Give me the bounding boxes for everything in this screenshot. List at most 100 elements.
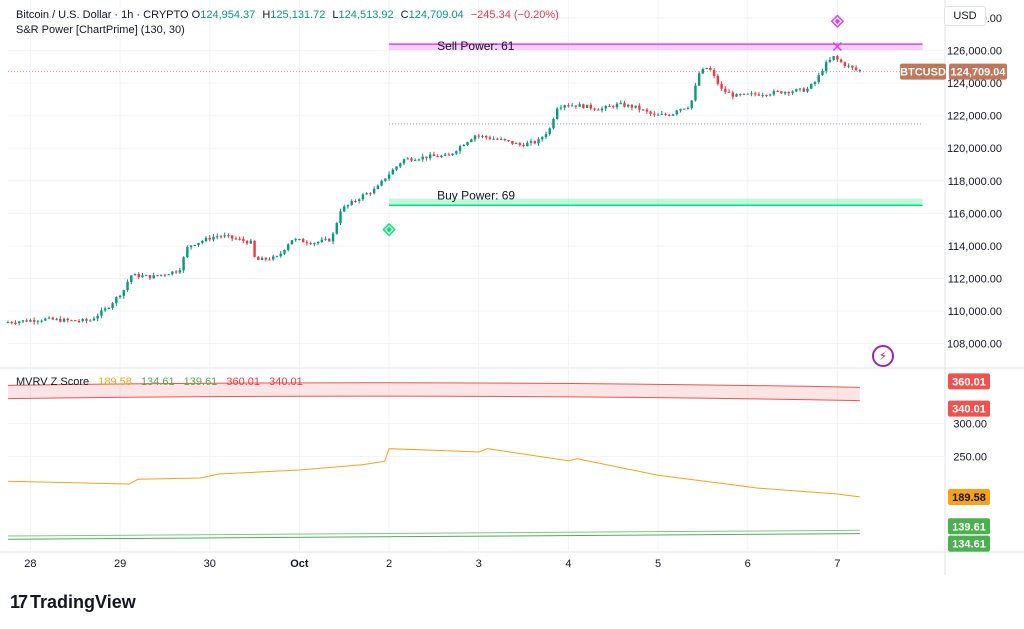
- candle: [806, 86, 809, 93]
- candle: [122, 289, 126, 299]
- signal-markers: [382, 14, 845, 237]
- candle: [264, 257, 267, 262]
- candle: [92, 316, 96, 321]
- candle: [851, 65, 854, 71]
- mvrv-title[interactable]: MVRV Z Score: [16, 376, 90, 388]
- candle: [843, 61, 847, 68]
- svg-text:360.01: 360.01: [952, 376, 986, 388]
- candle: [369, 192, 372, 196]
- candle: [163, 273, 167, 278]
- mvrv-legend[interactable]: MVRV Z Score 189.58 134.61 139.61 360.01…: [16, 376, 303, 388]
- candle: [74, 319, 77, 322]
- candle: [62, 317, 66, 323]
- candle: [395, 166, 398, 172]
- candle: [399, 162, 402, 169]
- open-value: 124,954.37: [200, 9, 256, 21]
- candle: [634, 105, 637, 109]
- candle: [574, 105, 578, 109]
- candle: [783, 91, 787, 96]
- candle: [391, 168, 395, 175]
- candle: [828, 57, 832, 63]
- candle: [709, 66, 712, 71]
- candle: [810, 83, 813, 90]
- candle: [216, 233, 219, 240]
- candle: [85, 317, 88, 324]
- buy-diamond-core: [386, 226, 392, 233]
- candle: [791, 90, 794, 96]
- candle: [656, 112, 660, 116]
- candle: [201, 239, 204, 245]
- svg-text:189.58: 189.58: [952, 492, 986, 504]
- candle: [223, 232, 226, 239]
- candle: [115, 296, 118, 306]
- indicator-legend[interactable]: S&R Power [ChartPrime] (130, 30): [16, 24, 185, 36]
- candle: [219, 234, 223, 239]
- candle: [832, 56, 835, 61]
- price-axis[interactable]: 108,000.00 110,000.00 112,000.00 114,000.00…: [900, 13, 1007, 552]
- candle: [675, 109, 678, 116]
- candle: [470, 138, 473, 143]
- candle: [152, 272, 155, 279]
- lightning-icon[interactable]: ⚡: [872, 345, 894, 367]
- candle: [787, 91, 791, 96]
- indicator-name[interactable]: S&R Power [ChartPrime] (130, 30): [16, 24, 185, 36]
- candle: [25, 318, 28, 323]
- candle: [552, 117, 555, 130]
- svg-text:124,709.04: 124,709.04: [950, 67, 1006, 79]
- candle: [858, 69, 862, 73]
- candle: [432, 151, 436, 157]
- price-tick-label: 112,000.00: [948, 273, 1002, 285]
- svg-text:134.61: 134.61: [952, 539, 986, 551]
- candle: [679, 108, 682, 113]
- candle: [780, 90, 783, 94]
- tradingview-logo[interactable]: 17 TradingView: [10, 592, 136, 613]
- candle: [290, 240, 294, 245]
- candle: [421, 153, 424, 162]
- candle: [100, 307, 103, 319]
- symbol-name[interactable]: Bitcoin / U.S. Dollar · 1h · CRYPTO: [16, 9, 189, 21]
- candle: [328, 238, 331, 242]
- time-tick-label: 6: [745, 558, 751, 570]
- candle: [522, 142, 525, 148]
- candle: [21, 320, 25, 324]
- mvrv-value-3: 139.61: [183, 376, 218, 388]
- high-label: H: [262, 9, 271, 21]
- candle: [186, 245, 189, 258]
- time-axis[interactable]: 28 29 30 Oct 2 3 4 5 6 7: [24, 558, 840, 570]
- candle: [754, 91, 757, 97]
- mvrv-value-2: 134.61: [140, 376, 175, 388]
- candle: [96, 313, 99, 322]
- svg-text:139.61: 139.61: [952, 521, 986, 533]
- candle: [253, 240, 256, 258]
- candle: [193, 244, 197, 247]
- price-tick-label: 114,000.00: [948, 241, 1002, 253]
- candle: [802, 87, 805, 92]
- currency-button[interactable]: USD: [944, 6, 986, 26]
- candle: [339, 208, 342, 226]
- candle: [305, 240, 309, 246]
- candle: [813, 80, 817, 87]
- candle: [686, 106, 690, 110]
- candle: [630, 103, 634, 111]
- candle: [245, 239, 249, 245]
- candle: [746, 93, 749, 95]
- candle: [283, 249, 286, 256]
- candle: [847, 63, 850, 69]
- candle: [410, 157, 413, 162]
- candle: [776, 90, 779, 93]
- candle: [641, 108, 645, 111]
- candle: [10, 320, 13, 325]
- time-tick-label: 28: [24, 558, 36, 570]
- candle: [533, 140, 536, 145]
- candle: [604, 105, 607, 112]
- candle: [455, 150, 458, 156]
- candle: [167, 273, 170, 276]
- candle: [600, 106, 604, 113]
- candle: [320, 236, 324, 243]
- price-tick-label: 108,000.00: [947, 339, 1002, 351]
- candle: [567, 103, 570, 108]
- price-gridlines: [0, 0, 1024, 575]
- price-tick-label: 118,000.00: [948, 176, 1002, 188]
- candle: [697, 71, 701, 87]
